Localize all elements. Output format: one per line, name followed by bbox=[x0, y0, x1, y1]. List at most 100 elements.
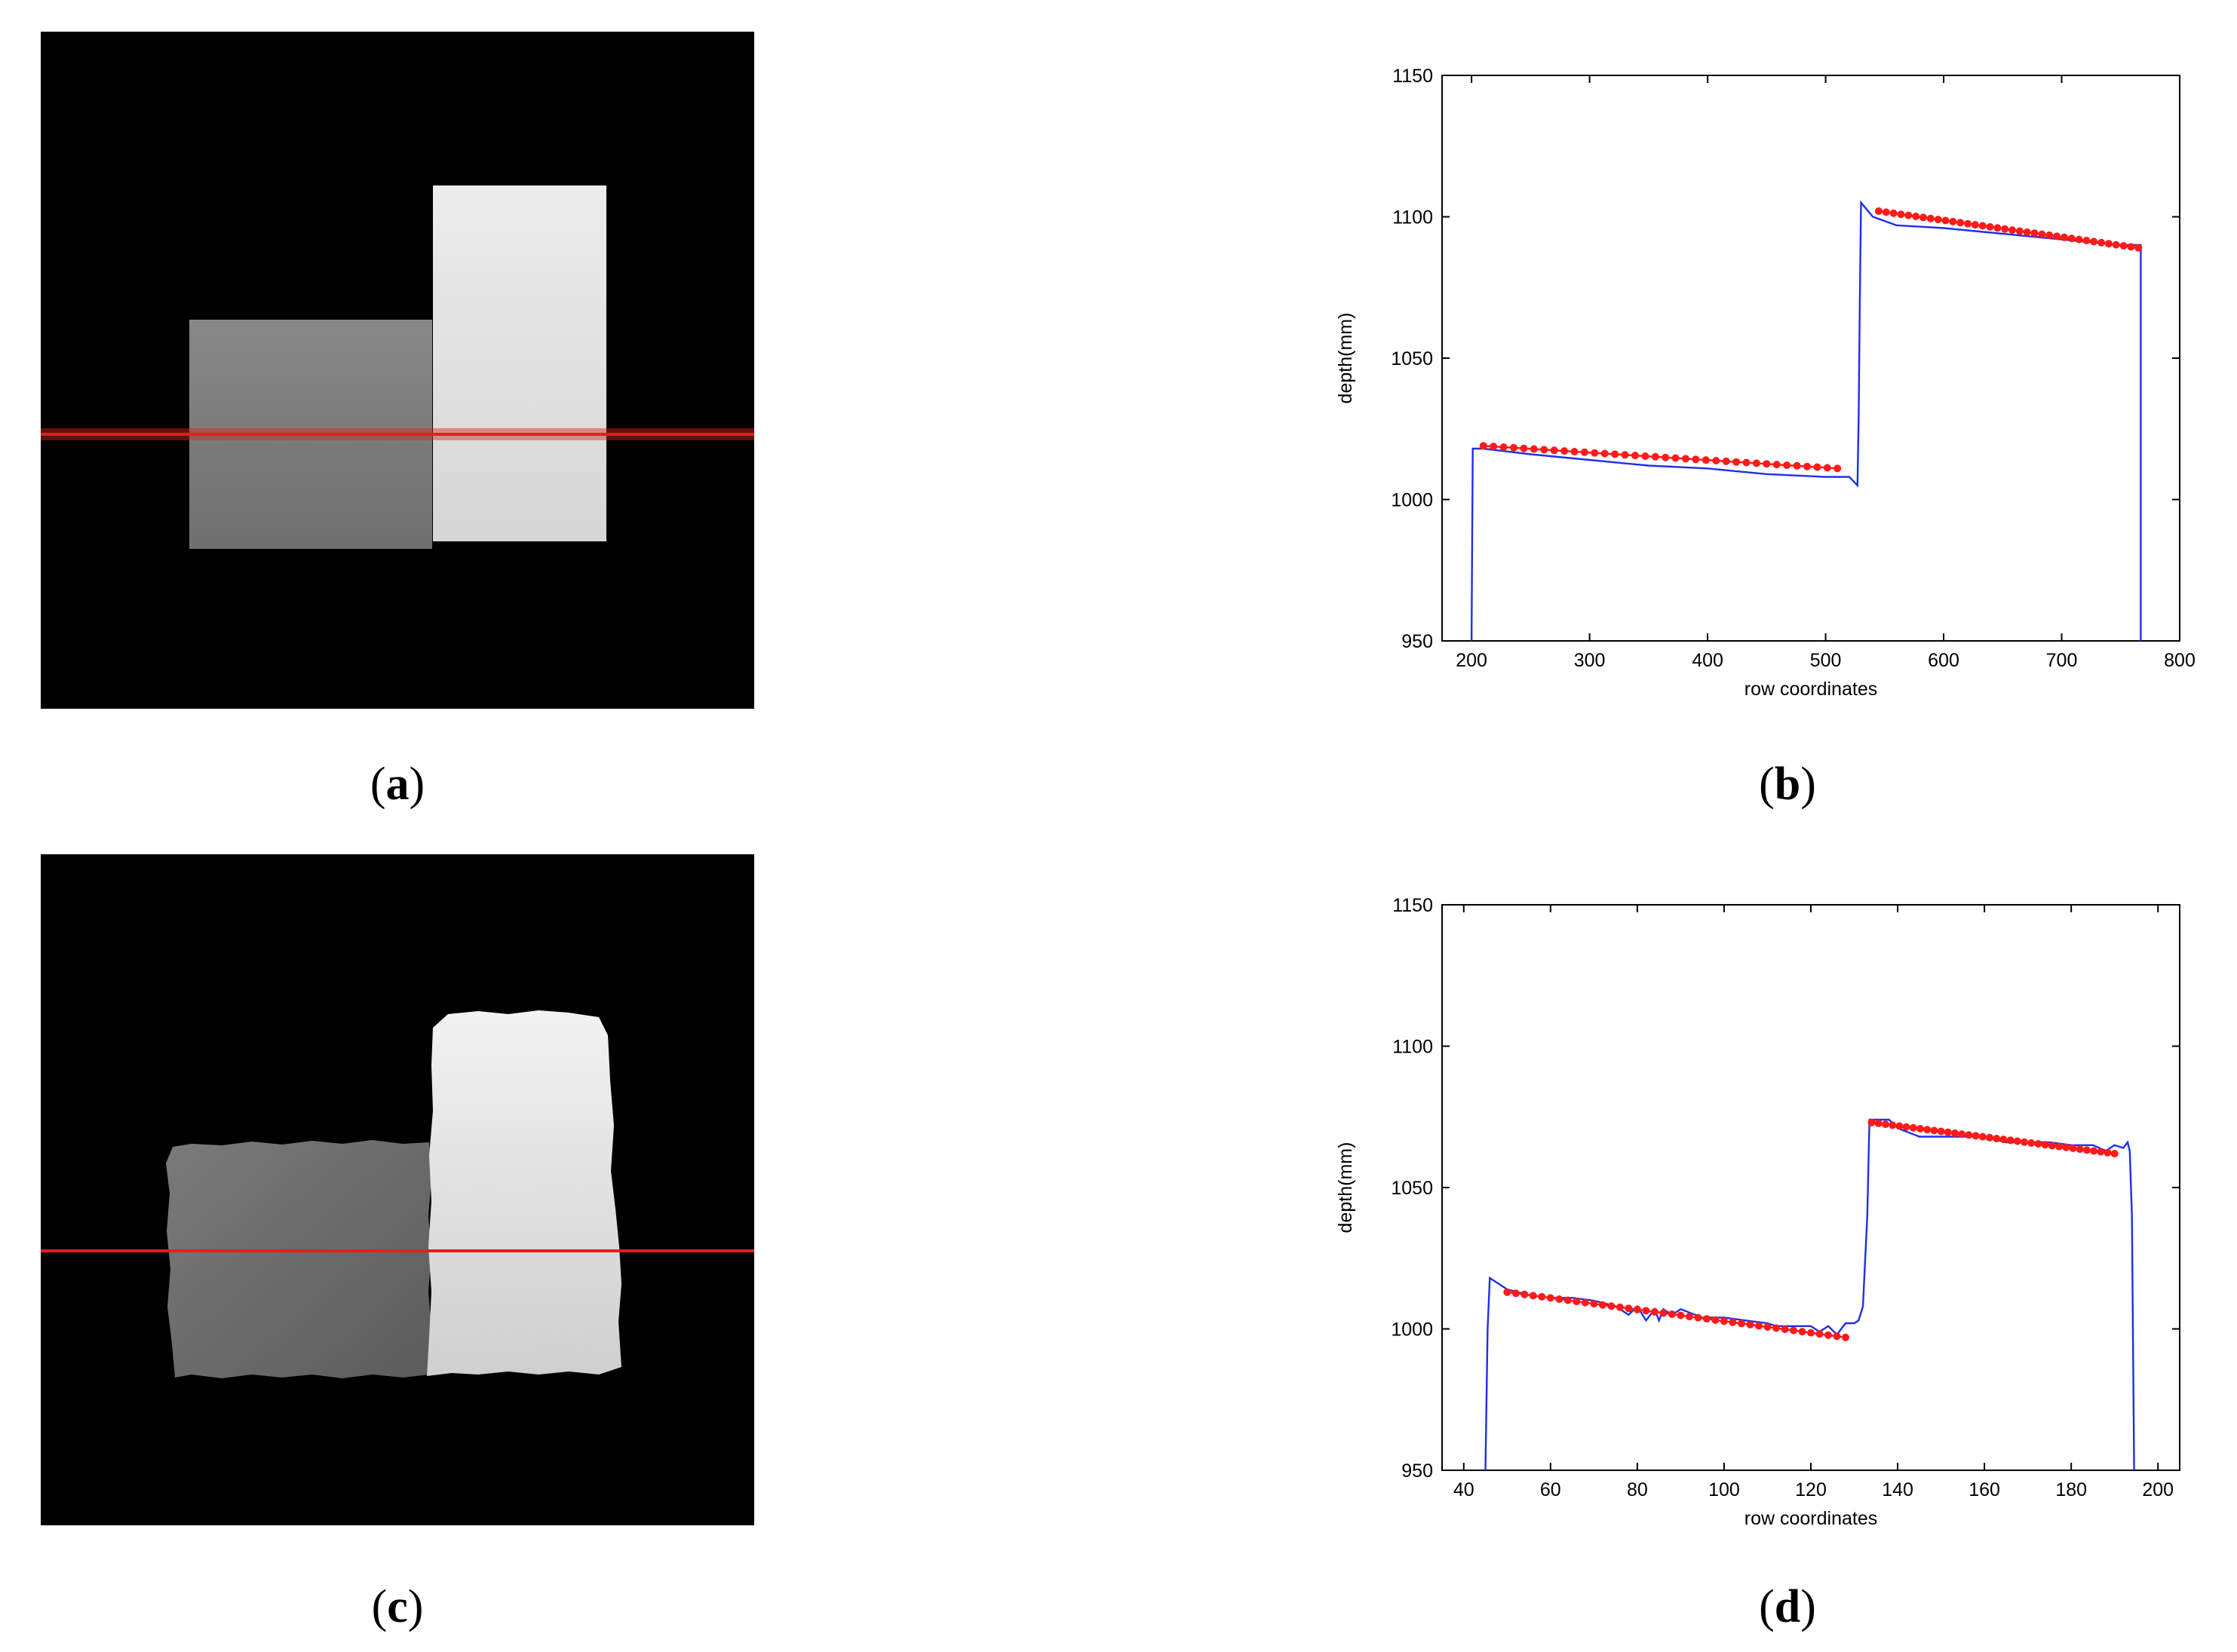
depth-image-a bbox=[41, 32, 754, 709]
fitted-point bbox=[1611, 450, 1619, 458]
fitted-point bbox=[1895, 1122, 1904, 1130]
fitted-point bbox=[1530, 445, 1538, 453]
fitted-point bbox=[1993, 1135, 2001, 1142]
x-axis-label: row coordinates bbox=[1744, 679, 1877, 700]
fitted-point bbox=[2097, 1148, 2105, 1156]
fitted-point bbox=[1742, 458, 1751, 467]
fitted-point bbox=[1682, 455, 1689, 463]
fitted-point bbox=[1897, 210, 1905, 219]
fitted-point bbox=[1902, 1123, 1910, 1131]
fitted-point bbox=[1951, 1129, 1959, 1137]
fitted-point bbox=[1607, 1302, 1616, 1310]
fitted-point bbox=[1581, 1298, 1589, 1307]
fitted-point bbox=[1510, 443, 1517, 452]
x-tick-label: 400 bbox=[1692, 650, 1723, 671]
fitted-point bbox=[2041, 1141, 2049, 1149]
fitted-point bbox=[1956, 219, 1965, 227]
fitted-point bbox=[1889, 209, 1898, 217]
fitted-point bbox=[1790, 1326, 1797, 1335]
fitted-point bbox=[2053, 232, 2061, 241]
plot-frame bbox=[1441, 904, 2180, 1471]
y-axis-label: depth(mm) bbox=[1335, 313, 1356, 404]
fitted-point bbox=[1668, 1310, 1676, 1318]
depth-image-c bbox=[41, 854, 754, 1525]
fitted-point bbox=[1909, 1123, 1917, 1132]
fitted-line-segment bbox=[1507, 1291, 1846, 1339]
caption-a: (a) bbox=[370, 759, 425, 810]
fitted-point bbox=[1874, 1119, 1883, 1127]
fitted-point bbox=[1755, 1322, 1763, 1330]
fitted-point bbox=[2015, 227, 2024, 235]
fitted-point bbox=[1999, 1136, 2008, 1144]
chart-b: 200 300 400 500 600 700 800 950 1000 1050 1100 1150… bbox=[1335, 66, 2196, 700]
fitted-point bbox=[2006, 1136, 2015, 1145]
plot-frame bbox=[1441, 75, 2180, 642]
fitted-point bbox=[1815, 1330, 1824, 1338]
fitted-point bbox=[1882, 208, 1890, 216]
y-tick-label: 950 bbox=[1401, 1460, 1433, 1482]
fitted-point bbox=[1685, 1313, 1693, 1321]
x-tick-label: 120 bbox=[1795, 1479, 1827, 1500]
fitted-point bbox=[2112, 241, 2120, 249]
fitted-point bbox=[1824, 1331, 1832, 1339]
y-tick-label: 1100 bbox=[1392, 207, 1433, 228]
fitted-point bbox=[1978, 1132, 1987, 1141]
x-tick-label: 80 bbox=[1627, 1479, 1648, 1500]
fitted-point bbox=[1580, 448, 1588, 456]
fitted-point bbox=[1625, 1304, 1633, 1313]
fitted-point bbox=[1650, 1307, 1659, 1316]
box-left-c bbox=[166, 1140, 431, 1378]
fitted-point bbox=[2127, 243, 2135, 251]
y-tick-label: 1100 bbox=[1392, 1037, 1433, 1058]
x-tick-label: 500 bbox=[1810, 650, 1842, 671]
fitted-point bbox=[2067, 234, 2076, 243]
fitted-point bbox=[1540, 446, 1548, 454]
y-tick-label: 1000 bbox=[1391, 490, 1433, 511]
y-tick-label: 1150 bbox=[1392, 66, 1433, 87]
fitted-point bbox=[1677, 1311, 1685, 1319]
fitted-point bbox=[1538, 1292, 1546, 1301]
fitted-point bbox=[1772, 1324, 1780, 1332]
fitted-point bbox=[1904, 211, 1913, 219]
fitted-point bbox=[1842, 1333, 1849, 1341]
fitted-point bbox=[1772, 461, 1781, 469]
fitted-point bbox=[2023, 228, 2031, 236]
fitted-point bbox=[2082, 237, 2091, 244]
fitted-point bbox=[1926, 214, 1935, 222]
fitted-point bbox=[2104, 240, 2113, 248]
fitted-point bbox=[1803, 462, 1811, 470]
fitted-point bbox=[1729, 1318, 1737, 1326]
fitted-point bbox=[1763, 1323, 1772, 1331]
caption-c: (c) bbox=[371, 1581, 424, 1632]
fitted-point bbox=[1555, 1295, 1563, 1303]
fitted-point bbox=[1590, 1300, 1598, 1308]
fitted-point bbox=[2082, 1146, 2091, 1154]
fitted-point bbox=[1570, 448, 1579, 455]
x-tick-label: 100 bbox=[1708, 1479, 1740, 1500]
fitted-point bbox=[1798, 1328, 1806, 1336]
x-tick-label: 140 bbox=[1882, 1479, 1913, 1500]
fitted-point bbox=[1720, 1317, 1728, 1326]
fitted-point bbox=[1712, 457, 1720, 464]
fitted-point bbox=[2090, 1147, 2098, 1155]
fitted-point bbox=[2060, 233, 2068, 241]
fitted-point bbox=[1941, 216, 1950, 225]
fitted-point bbox=[1694, 1313, 1702, 1322]
fitted-point bbox=[1746, 1320, 1754, 1329]
fitted-point bbox=[1807, 1329, 1815, 1337]
fitted-point bbox=[1631, 452, 1639, 460]
x-tick-label: 200 bbox=[2142, 1479, 2174, 1500]
fitted-point bbox=[1711, 1316, 1720, 1324]
fitted-point bbox=[1752, 459, 1760, 467]
fitted-point bbox=[1889, 1121, 1897, 1129]
fitted-point bbox=[1573, 1298, 1581, 1306]
fitted-point bbox=[2075, 235, 2083, 244]
x-tick-label: 180 bbox=[2055, 1479, 2087, 1500]
fitted-point bbox=[1923, 1126, 1932, 1134]
fitted-point bbox=[2034, 1140, 2042, 1148]
fitted-point bbox=[1722, 457, 1730, 465]
x-tick-label: 300 bbox=[1574, 650, 1606, 671]
fitted-point bbox=[1934, 216, 1942, 224]
fitted-point bbox=[2008, 226, 2016, 234]
fitted-point bbox=[2001, 225, 2009, 233]
